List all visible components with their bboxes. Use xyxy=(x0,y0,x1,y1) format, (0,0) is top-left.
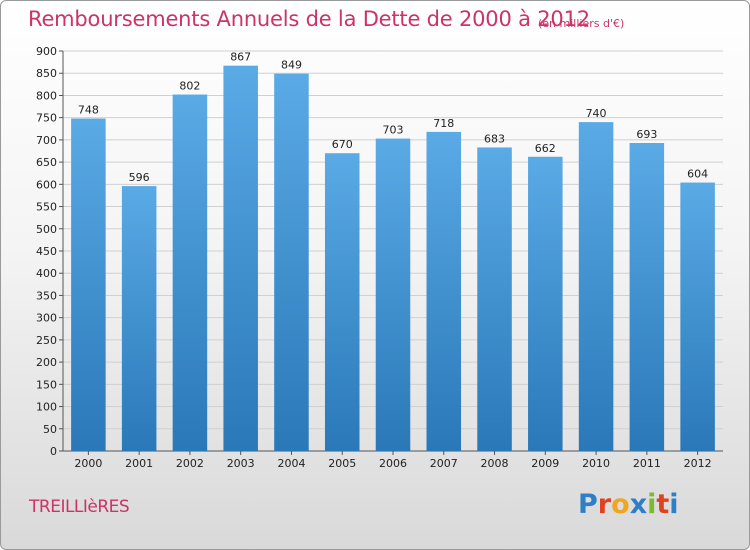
logo-letter: r xyxy=(597,489,612,520)
bar xyxy=(324,153,360,451)
town-name: TREILLIèRES xyxy=(29,497,130,517)
logo-letter: i xyxy=(669,489,679,520)
bar-value-label: 718 xyxy=(433,117,454,130)
x-tick-label: 2007 xyxy=(430,457,458,470)
y-tick-label: 600 xyxy=(36,178,57,191)
proxiti-logo: Proxiti xyxy=(578,489,679,520)
bar-value-label: 802 xyxy=(179,80,200,93)
bar xyxy=(375,138,411,452)
bar xyxy=(71,118,106,452)
x-tick-label: 2001 xyxy=(125,457,153,470)
y-tick-label: 0 xyxy=(50,445,57,458)
bar-value-label: 740 xyxy=(586,107,607,120)
bar-value-label: 867 xyxy=(230,51,251,64)
bar-value-label: 604 xyxy=(687,168,708,181)
y-tick-label: 850 xyxy=(36,67,57,80)
x-tick-label: 2002 xyxy=(176,457,204,470)
logo-letter: i xyxy=(647,489,657,520)
bar-value-label: 670 xyxy=(332,138,353,151)
logo-letter: P xyxy=(578,489,598,520)
bar-value-label: 849 xyxy=(281,59,302,72)
y-tick-label: 900 xyxy=(36,45,57,58)
bar-value-label: 703 xyxy=(383,124,404,137)
y-tick-label: 450 xyxy=(36,245,57,258)
x-tick-label: 2003 xyxy=(227,457,255,470)
y-tick-label: 100 xyxy=(36,401,57,414)
bar xyxy=(121,186,157,451)
y-tick-label: 550 xyxy=(36,201,57,214)
bar-value-label: 748 xyxy=(78,104,99,117)
bar xyxy=(426,131,462,451)
x-tick-label: 2012 xyxy=(684,457,712,470)
x-tick-label: 2009 xyxy=(531,457,559,470)
bar-value-label: 596 xyxy=(129,171,150,184)
y-tick-label: 800 xyxy=(36,89,57,102)
bar-value-label: 662 xyxy=(535,142,556,155)
logo-letter: x xyxy=(629,489,648,520)
chart-subtitle: (en milliers d'€) xyxy=(538,17,625,30)
y-tick-label: 400 xyxy=(36,267,57,280)
y-tick-label: 500 xyxy=(36,223,57,236)
bar xyxy=(680,182,715,452)
y-tick-label: 250 xyxy=(36,334,57,347)
bar xyxy=(223,65,258,452)
logo-letter: t xyxy=(656,489,670,520)
y-tick-label: 650 xyxy=(36,156,57,169)
y-tick-label: 750 xyxy=(36,112,57,125)
y-tick-label: 350 xyxy=(36,289,57,302)
y-tick-label: 50 xyxy=(43,423,57,436)
bar xyxy=(629,143,665,451)
bar xyxy=(477,147,512,451)
bar-value-label: 683 xyxy=(484,132,505,145)
x-tick-label: 2010 xyxy=(582,457,610,470)
x-tick-label: 2005 xyxy=(328,457,356,470)
x-tick-label: 2008 xyxy=(481,457,509,470)
x-tick-label: 2011 xyxy=(633,457,661,470)
y-tick-label: 200 xyxy=(36,356,57,369)
x-tick-label: 2000 xyxy=(74,457,102,470)
bar xyxy=(274,73,309,452)
y-tick-label: 300 xyxy=(36,312,57,325)
y-tick-label: 150 xyxy=(36,378,57,391)
x-tick-label: 2006 xyxy=(379,457,407,470)
bar xyxy=(578,122,614,451)
bar-value-label: 693 xyxy=(636,128,657,141)
logo-letter: o xyxy=(611,489,630,520)
x-tick-label: 2004 xyxy=(277,457,305,470)
bar xyxy=(528,156,563,451)
bar xyxy=(172,94,208,452)
y-tick-label: 700 xyxy=(36,134,57,147)
chart-title: Remboursements Annuels de la Dette de 20… xyxy=(28,7,590,31)
